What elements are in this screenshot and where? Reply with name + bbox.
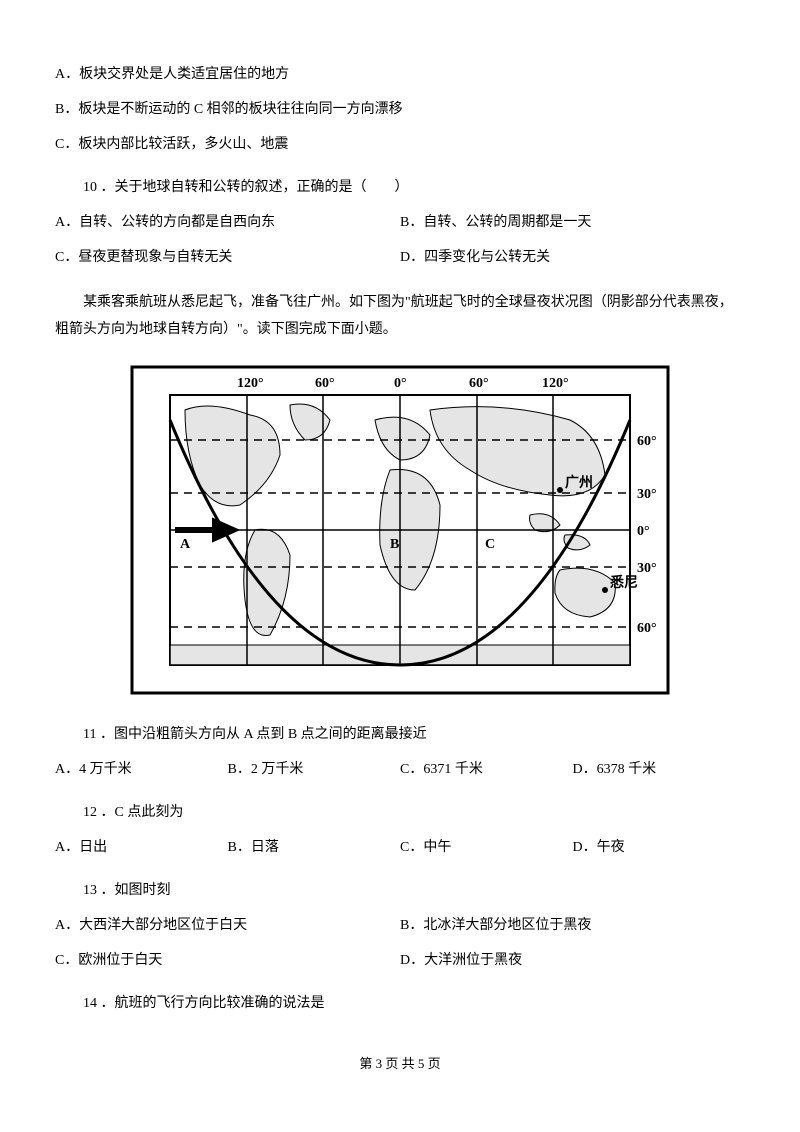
option-b: B．板块是不断运动的 C 相邻的板块往往向同一方向漂移 xyxy=(55,99,745,120)
q11-d: D．6378 千米 xyxy=(573,759,746,780)
q13-b: B．北冰洋大部分地区位于黑夜 xyxy=(400,915,745,936)
q12-c: C．中午 xyxy=(400,837,573,858)
q13-row1: A．大西洋大部分地区位于白天 B．北冰洋大部分地区位于黑夜 xyxy=(55,915,745,936)
lat-label: 60° xyxy=(637,434,657,449)
lat-label: 30° xyxy=(637,561,657,576)
passage: 某乘客乘航班从悉尼起飞，准备飞往广州。如下图为"航班起飞时的全球昼夜状况图（阴影… xyxy=(55,290,745,343)
world-map-svg: A B C 广州 悉尼 120° 60° 0° 60° 120° 60° 30°… xyxy=(130,365,670,695)
q11-b: B．2 万千米 xyxy=(228,759,401,780)
map-figure: A B C 广州 悉尼 120° 60° 0° 60° 120° 60° 30°… xyxy=(130,365,670,702)
q10-row1: A．自转、公转的方向都是自西向东 B．自转、公转的周期都是一天 xyxy=(55,212,745,233)
label-b: B xyxy=(390,537,399,552)
page-footer: 第 3 页 共 5 页 xyxy=(55,1054,745,1074)
q12-a: A．日出 xyxy=(55,837,228,858)
q12-b: B．日落 xyxy=(228,837,401,858)
place-sydney: 悉尼 xyxy=(609,574,638,591)
q13-a: A．大西洋大部分地区位于白天 xyxy=(55,915,400,936)
lat-label: 60° xyxy=(637,621,657,636)
option-c: C．板块内部比较活跃，多火山、地震 xyxy=(55,134,745,155)
lon-label: 120° xyxy=(237,376,264,391)
option-a: A．板块交界处是人类适宜居住的地方 xyxy=(55,64,745,85)
q13-stem: 13 ．如图时刻 xyxy=(55,880,745,901)
q11-options: A．4 万千米 B．2 万千米 C．6371 千米 D．6378 千米 xyxy=(55,759,745,780)
q10-a: A．自转、公转的方向都是自西向东 xyxy=(55,212,400,233)
lat-label: 0° xyxy=(637,524,650,539)
q10-c: C．昼夜更替现象与自转无关 xyxy=(55,247,400,268)
q10-stem: 10 ．关于地球自转和公转的叙述，正确的是（ ） xyxy=(55,177,745,198)
q12-d: D．午夜 xyxy=(573,837,746,858)
q13-d: D．大洋洲位于黑夜 xyxy=(400,950,745,971)
q11-a: A．4 万千米 xyxy=(55,759,228,780)
q13-row2: C．欧洲位于白天 D．大洋洲位于黑夜 xyxy=(55,950,745,971)
label-a: A xyxy=(180,537,191,552)
q11-stem: 11 ．图中沿粗箭头方向从 A 点到 B 点之间的距离最接近 xyxy=(55,724,745,745)
q12-options: A．日出 B．日落 C．中午 D．午夜 xyxy=(55,837,745,858)
q14-stem: 14 ．航班的飞行方向比较准确的说法是 xyxy=(55,993,745,1014)
lon-label: 120° xyxy=(542,376,569,391)
lat-label: 30° xyxy=(637,487,657,502)
lon-label: 60° xyxy=(469,376,489,391)
q11-c: C．6371 千米 xyxy=(400,759,573,780)
q12-stem: 12 ．C 点此刻为 xyxy=(55,802,745,823)
lon-label: 60° xyxy=(315,376,335,391)
lon-label: 0° xyxy=(394,376,407,391)
q10-d: D．四季变化与公转无关 xyxy=(400,247,745,268)
label-c: C xyxy=(485,537,495,552)
q10-b: B．自转、公转的周期都是一天 xyxy=(400,212,745,233)
place-guangzhou: 广州 xyxy=(565,474,593,491)
q10-row2: C．昼夜更替现象与自转无关 D．四季变化与公转无关 xyxy=(55,247,745,268)
q13-c: C．欧洲位于白天 xyxy=(55,950,400,971)
